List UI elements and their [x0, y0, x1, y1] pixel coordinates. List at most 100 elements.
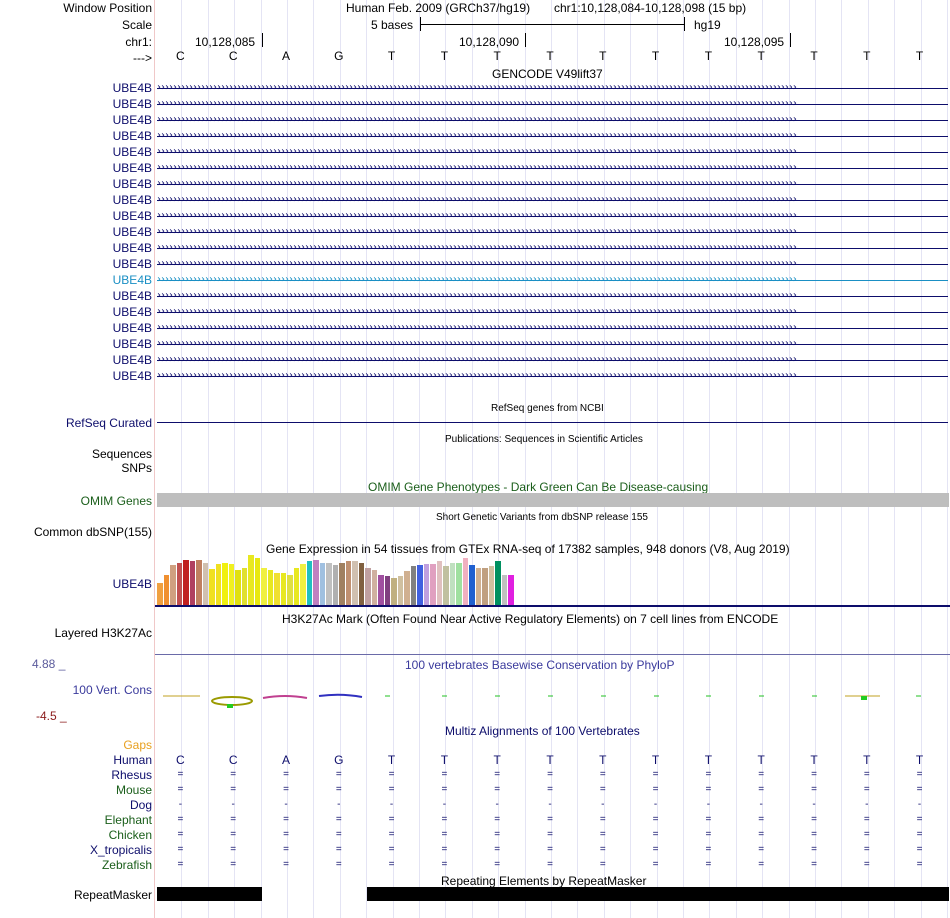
gtex-tissue-bar[interactable]: [176, 562, 183, 605]
gencode-transcript-label[interactable]: UBE4B: [112, 145, 152, 159]
gtex-tissue-bar[interactable]: [384, 576, 391, 605]
gtex-tissue-bar[interactable]: [267, 570, 274, 605]
gtex-tissue-bar[interactable]: [449, 562, 456, 605]
omim-track-label[interactable]: OMIM Genes: [80, 494, 152, 508]
gtex-tissue-bar[interactable]: [345, 561, 352, 605]
gtex-tissue-bar[interactable]: [235, 570, 241, 605]
gtex-tissue-bar[interactable]: [157, 582, 163, 605]
gtex-tissue-bar[interactable]: [365, 567, 371, 605]
gtex-tissue-bar[interactable]: [397, 576, 404, 605]
gtex-tissue-bar[interactable]: [202, 562, 209, 605]
phylop-signal[interactable]: [155, 688, 950, 710]
h3k27ac-track-label[interactable]: Layered H3K27Ac: [54, 626, 152, 640]
gtex-tissue-bar[interactable]: [436, 561, 443, 605]
gtex-tissue-bar[interactable]: [189, 561, 196, 605]
refseq-track-line[interactable]: [157, 422, 948, 423]
gtex-tissue-bar[interactable]: [410, 566, 417, 605]
base-11[interactable]: T: [704, 49, 713, 63]
base-2[interactable]: C: [228, 49, 238, 63]
multiz-species-label[interactable]: Dog: [129, 798, 152, 812]
dbsnp-track-label[interactable]: Common dbSNP(155): [33, 525, 152, 539]
gencode-transcript-label[interactable]: UBE4B: [112, 209, 152, 223]
base-5[interactable]: T: [387, 49, 396, 63]
gtex-track-label[interactable]: UBE4B: [112, 577, 152, 591]
gtex-tissue-bar[interactable]: [313, 560, 319, 605]
gencode-transcript-label[interactable]: UBE4B: [112, 97, 152, 111]
repeat-element-1[interactable]: [157, 887, 262, 901]
gencode-transcript[interactable]: ››››››››››››››››››››››››››››››››››››››››…: [157, 337, 948, 351]
gencode-transcript-label[interactable]: UBE4B: [112, 241, 152, 255]
gtex-tissue-bar[interactable]: [352, 561, 358, 605]
gtex-tissue-bar[interactable]: [183, 560, 189, 605]
gencode-transcript[interactable]: ››››››››››››››››››››››››››››››››››››››››…: [157, 369, 948, 383]
multiz-species-label[interactable]: Human: [113, 753, 152, 767]
multiz-gaps-label[interactable]: Gaps: [123, 738, 152, 752]
gtex-tissue-bar[interactable]: [293, 567, 300, 605]
gtex-tissue-bar[interactable]: [332, 565, 339, 605]
base-4[interactable]: G: [334, 49, 344, 63]
gencode-transcript[interactable]: ››››››››››››››››››››››››››››››››››››››››…: [157, 305, 948, 319]
gencode-transcript-label[interactable]: UBE4B: [112, 289, 152, 303]
repeatmasker-track-label[interactable]: RepeatMasker: [73, 888, 152, 902]
gencode-transcript-label[interactable]: UBE4B: [112, 305, 152, 319]
gtex-tissue-bar[interactable]: [254, 557, 261, 605]
base-3[interactable]: A: [281, 49, 290, 63]
gencode-transcript[interactable]: ››››››››››››››››››››››››››››››››››››››››…: [157, 113, 948, 127]
gencode-transcript[interactable]: ››››››››››››››››››››››››››››››››››››››››…: [157, 241, 948, 255]
gtex-tissue-bar[interactable]: [280, 572, 287, 605]
gencode-transcript-label[interactable]: UBE4B: [112, 193, 152, 207]
gencode-transcript[interactable]: ››››››››››››››››››››››››››››››››››››››››…: [157, 81, 948, 95]
gtex-tissue-bar[interactable]: [248, 555, 254, 605]
gencode-transcript-label[interactable]: UBE4B: [112, 113, 152, 127]
multiz-species-label[interactable]: Mouse: [115, 783, 152, 797]
base-12[interactable]: T: [757, 49, 765, 63]
phylop-track-label[interactable]: 100 Vert. Cons: [72, 683, 152, 697]
gtex-tissue-bar[interactable]: [228, 564, 235, 605]
gencode-transcript[interactable]: ››››››››››››››››››››››››››››››››››››››››…: [157, 225, 948, 239]
gencode-transcript-label[interactable]: UBE4B: [112, 81, 152, 95]
gtex-tissue-bar[interactable]: [261, 567, 267, 605]
gencode-transcript[interactable]: ››››››››››››››››››››››››››››››››››››››››…: [157, 257, 948, 271]
base-14[interactable]: T: [863, 49, 871, 63]
base-15[interactable]: T: [915, 49, 924, 63]
base-10[interactable]: T: [651, 49, 660, 63]
gtex-tissue-bar[interactable]: [326, 562, 332, 605]
gencode-transcript-label[interactable]: UBE4B: [112, 177, 152, 191]
gtex-tissue-bar[interactable]: [241, 567, 248, 605]
gtex-tissue-bar[interactable]: [319, 562, 326, 605]
gtex-tissue-bar[interactable]: [456, 562, 462, 605]
gtex-tissue-bar[interactable]: [488, 566, 495, 605]
gtex-tissue-bar[interactable]: [163, 575, 170, 605]
gtex-expression-chart[interactable]: [157, 555, 537, 605]
gtex-tissue-bar[interactable]: [209, 569, 215, 605]
publications-label-snps[interactable]: SNPs: [121, 461, 152, 475]
gtex-tissue-bar[interactable]: [417, 565, 423, 605]
gencode-transcript[interactable]: ››››››››››››››››››››››››››››››››››››››››…: [157, 353, 948, 367]
gencode-transcript-label[interactable]: UBE4B: [112, 353, 152, 367]
gtex-tissue-bar[interactable]: [274, 572, 280, 605]
gencode-transcript[interactable]: ››››››››››››››››››››››››››››››››››››››››…: [157, 97, 948, 111]
multiz-species-label[interactable]: Rhesus: [111, 768, 152, 782]
gencode-transcript[interactable]: ››››››››››››››››››››››››››››››››››››››››…: [157, 177, 948, 191]
multiz-species-label[interactable]: Elephant: [104, 813, 152, 827]
gencode-transcript[interactable]: ››››››››››››››››››››››››››››››››››››››››…: [157, 193, 948, 207]
gtex-tissue-bar[interactable]: [306, 561, 313, 605]
base-13[interactable]: T: [810, 49, 818, 63]
publications-label-sequences[interactable]: Sequences: [91, 447, 152, 461]
gtex-tissue-bar[interactable]: [430, 564, 436, 605]
gencode-transcript-label[interactable]: UBE4B: [112, 273, 152, 287]
gtex-tissue-bar[interactable]: [391, 577, 397, 605]
base-1[interactable]: C: [176, 49, 185, 63]
refseq-track-label[interactable]: RefSeq Curated: [65, 416, 152, 430]
gtex-tissue-bar[interactable]: [300, 564, 306, 605]
multiz-species-label[interactable]: Zebrafish: [101, 858, 152, 872]
gencode-transcript[interactable]: ››››››››››››››››››››››››››››››››››››››››…: [157, 145, 948, 159]
gencode-transcript[interactable]: ››››››››››››››››››››››››››››››››››››››››…: [157, 321, 948, 335]
gtex-tissue-bar[interactable]: [469, 565, 475, 605]
omim-gene-bar[interactable]: [157, 493, 949, 507]
gtex-tissue-bar[interactable]: [404, 571, 410, 605]
gtex-tissue-bar[interactable]: [215, 564, 222, 605]
gencode-transcript[interactable]: ››››››››››››››››››››››››››››››››››››››››…: [157, 161, 948, 175]
gtex-tissue-bar[interactable]: [462, 557, 469, 605]
base-7[interactable]: T: [493, 49, 501, 63]
